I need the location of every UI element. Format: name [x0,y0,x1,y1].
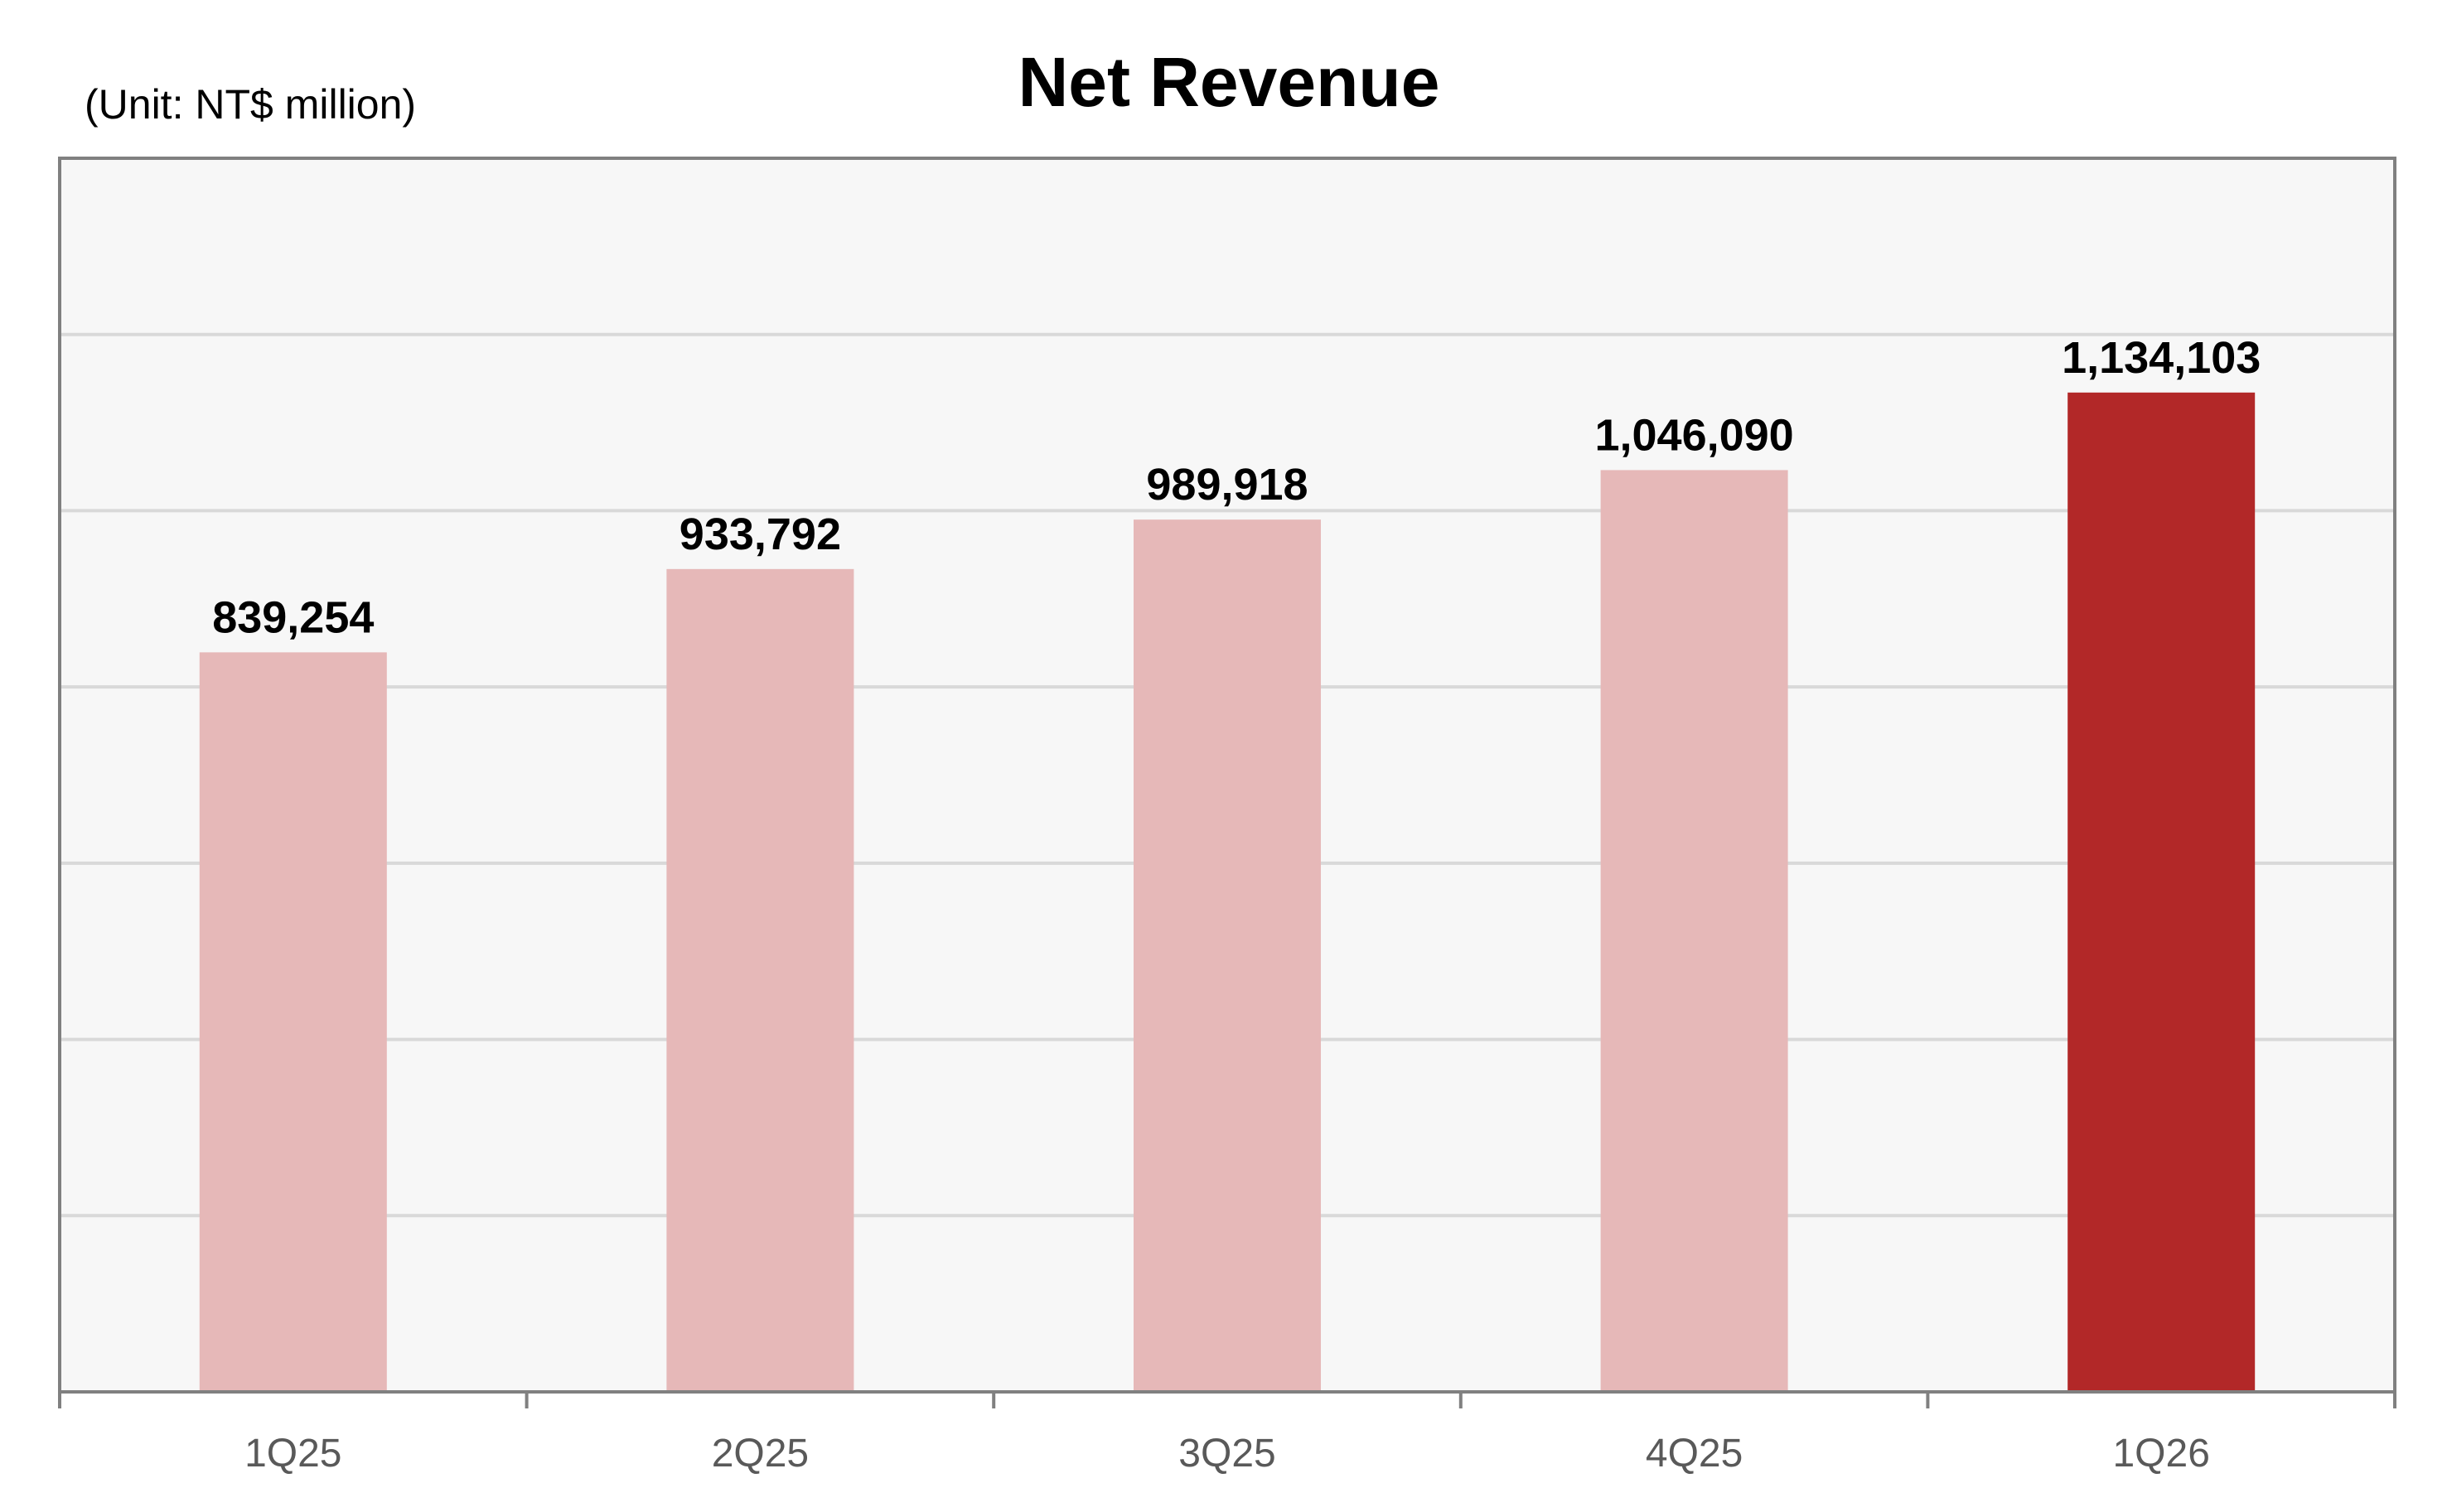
bar-2Q25 [666,568,854,1392]
data-labels: 839,254 933,792 989,918 1,046,090 1,134,103 [212,333,2261,643]
x-tick-label-1Q25: 1Q25 [244,1432,341,1476]
bars [199,392,2256,1393]
x-tick-label-3Q25: 3Q25 [1178,1432,1275,1476]
plot-frame [58,157,2396,1394]
bar-4Q25 [1600,470,1788,1392]
data-label-3Q25: 989,918 [1146,460,1308,510]
x-tick-label-4Q25: 4Q25 [1646,1432,1743,1476]
bar-3Q25 [1134,519,1321,1392]
bar-1Q26 [2067,392,2256,1393]
data-label-1Q26: 1,134,103 [2062,333,2261,383]
x-tick-label-2Q25: 2Q25 [712,1432,809,1476]
x-axis: 1Q25 2Q25 3Q25 4Q25 1Q26 [58,1392,2396,1476]
bar-1Q25 [199,652,387,1392]
x-tick-label-1Q26: 1Q26 [2112,1432,2209,1476]
data-label-4Q25: 1,046,090 [1594,410,1793,460]
data-label-1Q25: 839,254 [212,592,374,642]
chart-title: Net Revenue [1018,43,1440,121]
data-label-2Q25: 933,792 [679,510,841,559]
unit-label: (Unit: NT$ million) [85,81,416,128]
